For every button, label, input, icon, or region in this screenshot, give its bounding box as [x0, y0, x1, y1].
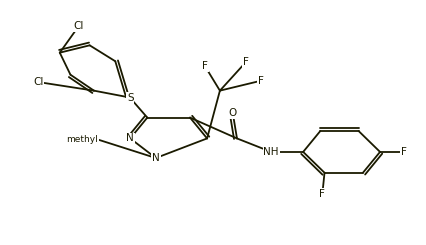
Text: Cl: Cl — [74, 21, 84, 31]
Text: N: N — [126, 134, 134, 143]
Text: methyl: methyl — [66, 135, 98, 144]
Text: NH: NH — [263, 147, 278, 157]
Text: Cl: Cl — [33, 77, 43, 87]
Text: F: F — [242, 58, 248, 67]
Text: O: O — [228, 108, 236, 118]
Text: F: F — [400, 147, 406, 157]
Text: F: F — [319, 189, 325, 198]
Text: F: F — [201, 61, 207, 71]
Text: S: S — [127, 93, 133, 103]
Text: N: N — [152, 153, 159, 163]
Text: F: F — [257, 76, 263, 86]
